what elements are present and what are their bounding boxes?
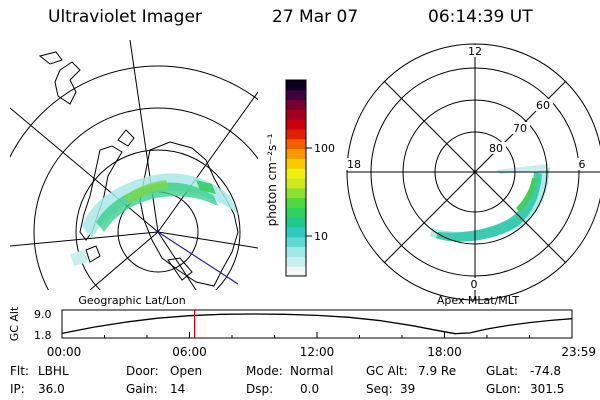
timeline-xtick-label: 00:00 — [47, 345, 82, 359]
door-label: Door: — [126, 364, 159, 378]
timeline-xtick-label: 23:59 — [561, 345, 596, 359]
timeline-ylabel: GC Alt — [8, 306, 21, 341]
mlt-label-18: 18 — [347, 158, 361, 171]
mode-label: Mode: — [246, 364, 283, 378]
mlat-label-60: 60 — [536, 99, 550, 112]
ip-value: 36.0 — [38, 382, 65, 396]
gain-value: 14 — [170, 382, 186, 396]
meridians — [10, 40, 258, 290]
colorbar-swatch — [286, 109, 306, 120]
colorbar-swatch — [286, 207, 306, 218]
glon-label: GLon: — [486, 382, 521, 396]
colorbar-swatch — [286, 138, 306, 150]
colorbar-label: photon cm⁻²s⁻¹ — [265, 133, 279, 226]
colorbar-swatch — [286, 187, 306, 199]
colorbar-swatch — [286, 99, 306, 110]
colorbar-swatch — [286, 158, 306, 169]
altitude-line — [61, 313, 573, 335]
aurora-emission-left — [70, 173, 238, 266]
mlt-label-6: 6 — [579, 158, 586, 171]
colorbar-swatch — [286, 266, 306, 277]
colorbar-swatch — [286, 89, 306, 101]
glon-value: 301.5 — [530, 382, 565, 396]
colorbar-tick-100: 100 — [314, 142, 335, 155]
colorbar-swatch — [286, 148, 306, 159]
gain-label: Gain: — [126, 382, 158, 396]
colorbar-swatch — [286, 256, 306, 267]
flt-label: Flt: — [10, 364, 29, 378]
timeline-ytick-bottom: 1.8 — [34, 329, 52, 342]
colorbar-swatch — [286, 227, 306, 238]
geographic-map — [10, 40, 258, 290]
flt-value: LBHL — [38, 364, 69, 378]
mode-value: Normal — [290, 364, 334, 378]
colorbar-swatch — [286, 129, 306, 140]
colorbar-swatch — [286, 168, 306, 179]
door-value: Open — [170, 364, 203, 378]
glat-label: GLat: — [486, 364, 519, 378]
gcalt-value: 7.9 Re — [418, 364, 457, 378]
apex-label: Apex MLat/MLT — [437, 294, 520, 307]
ip-label: IP: — [10, 382, 25, 396]
mlat-label-80: 80 — [489, 142, 503, 155]
auroral-maps: Geographic Lat/Lon 100 10 photon cm⁻²s⁻¹ — [10, 40, 600, 307]
dsp-value: 0.0 — [300, 382, 320, 396]
mlt-label-0: 0 — [471, 278, 478, 291]
colorbar — [285, 79, 312, 277]
mlt-label-12: 12 — [468, 45, 482, 58]
dsp-label: Dsp: — [246, 382, 274, 396]
colorbar-swatch — [286, 178, 306, 189]
timeline-xtick-label: 06:00 — [172, 345, 207, 359]
magnetic-polar-map: 12 18 6 0 60 70 80 — [346, 43, 600, 301]
glat-value: -74.8 — [530, 364, 562, 378]
colorbar-swatch — [286, 197, 306, 208]
geographic-label: Geographic Lat/Lon — [78, 294, 185, 307]
gcalt-label: GC Alt: — [366, 364, 408, 378]
colorbar-swatch — [286, 236, 306, 248]
colorbar-swatch — [286, 119, 306, 130]
colorbar-swatch — [286, 217, 306, 228]
time-label: 06:14:39 UT — [428, 7, 533, 27]
seq-label: Seq: — [366, 382, 393, 396]
colorbar-swatch — [286, 80, 306, 91]
mlat-label-70: 70 — [513, 122, 527, 135]
sun-direction-line — [157, 231, 239, 285]
colorbar-tick-10: 10 — [314, 230, 328, 243]
timeline-xtick-label: 12:00 — [300, 345, 335, 359]
timeline-ytick-top: 9.0 — [34, 308, 52, 321]
timeline-xtick-label: 18:00 — [427, 345, 462, 359]
colorbar-swatch — [286, 246, 306, 257]
seq-value: 39 — [400, 382, 416, 396]
instrument-title: Ultraviolet Imager — [48, 7, 202, 27]
date-label: 27 Mar 07 — [272, 7, 359, 27]
